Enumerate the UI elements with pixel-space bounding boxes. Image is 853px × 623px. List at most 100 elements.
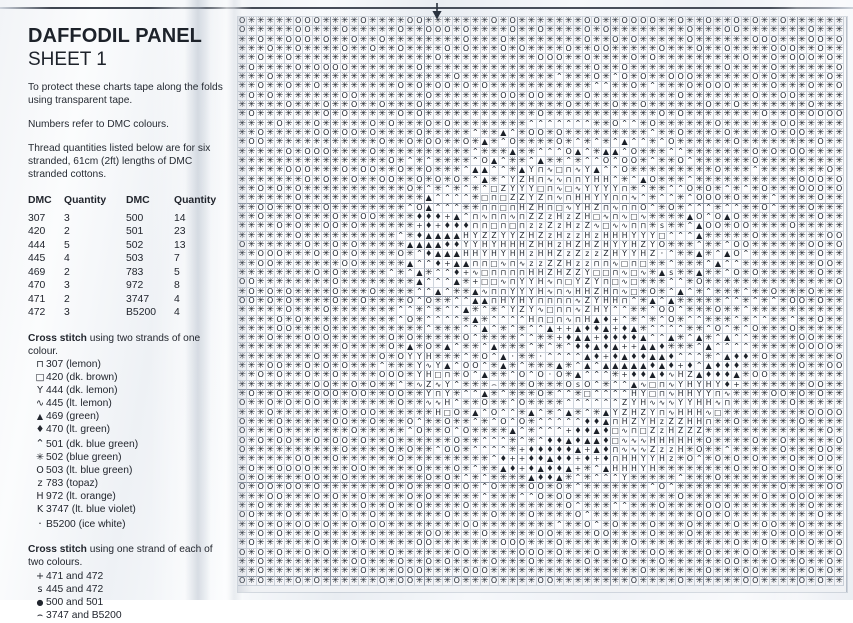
chart-cell: O xyxy=(359,464,369,475)
chart-cell: ✳ xyxy=(452,17,462,27)
chart-cell: ✳ xyxy=(751,203,761,213)
chart-cell: ✳ xyxy=(695,82,705,92)
chart-cell: ✳ xyxy=(825,315,835,325)
chart-cell: O xyxy=(443,511,453,521)
chart-cell: O xyxy=(256,474,266,484)
chart-cell: O xyxy=(443,418,453,428)
chart-cell: O xyxy=(312,390,322,400)
chart-cell: ✳ xyxy=(303,63,313,73)
chart-cell: ✳ xyxy=(480,128,490,139)
chart-cell: O xyxy=(536,128,546,139)
chart-cell: ✳ xyxy=(405,91,416,101)
chart-cell: ✳ xyxy=(685,259,696,269)
chart-cell: ✳ xyxy=(340,390,350,400)
chart-cell: ✳ xyxy=(331,26,341,36)
chart-cell: ⌃ xyxy=(508,408,518,419)
chart-cell: ✳ xyxy=(452,371,462,381)
chart-cell: ⌃ xyxy=(713,250,724,260)
chart-cell: ✳ xyxy=(489,390,500,400)
chart-cell: ✳ xyxy=(238,567,248,577)
chart-cell: ✳ xyxy=(685,17,696,27)
chart-cell: ✳ xyxy=(396,530,406,540)
chart-cell: ✳ xyxy=(387,250,397,260)
chart-cell: ✳ xyxy=(713,539,724,549)
chart-cell: O xyxy=(247,110,257,120)
chart-cell: ✳ xyxy=(256,296,266,307)
chart-cell: O xyxy=(368,408,378,419)
chart-cell: ✳ xyxy=(835,194,845,204)
chart-cell: O xyxy=(629,82,640,92)
chart-cell: O xyxy=(816,390,826,400)
chart-cell: ⌃ xyxy=(433,268,444,279)
chart-cell: · xyxy=(545,371,556,381)
chart-cell: ✳ xyxy=(779,380,789,391)
chart-cell: ✳ xyxy=(359,138,369,148)
chart-cell: O xyxy=(443,483,453,493)
chart-cell: ✳ xyxy=(415,436,425,447)
chart-cell: ⌃ xyxy=(452,194,462,204)
chart-cell: ∿ xyxy=(517,259,528,269)
chart-cell: ✳ xyxy=(769,380,780,391)
chart-cell: ⌃ xyxy=(443,306,453,316)
chart-cell: ✳ xyxy=(275,35,285,45)
chart-cell: ✳ xyxy=(657,166,668,176)
chart-cell: ✳ xyxy=(741,436,752,447)
chart-cell: ✳ xyxy=(303,203,313,213)
chart-cell: ✳ xyxy=(275,212,285,223)
chart-cell: O xyxy=(685,520,696,531)
chart-cell: ✳ xyxy=(256,44,266,55)
chart-cell: O xyxy=(835,548,845,559)
chart-cell: ✳ xyxy=(816,464,826,475)
chart-cell: ✳ xyxy=(760,17,770,27)
chart-cell: ⌃ xyxy=(685,352,696,363)
chart-cell: ✳ xyxy=(293,110,304,120)
chart-cell: ⊓ xyxy=(573,175,584,185)
chart-cell: O xyxy=(424,492,434,503)
chart-cell: O xyxy=(751,567,761,577)
chart-cell: O xyxy=(312,492,322,503)
chart-cell: O xyxy=(443,446,453,456)
chart-cell: ✳ xyxy=(648,44,658,55)
chart-cell: O xyxy=(807,474,817,484)
chart-cell: ✳ xyxy=(443,54,453,64)
chart-cell: O xyxy=(284,483,294,493)
table-cell: 4 xyxy=(174,307,180,319)
chart-cell: ✳ xyxy=(704,175,714,185)
chart-cell: ✳ xyxy=(247,530,257,540)
chart-cell: ▲ xyxy=(564,408,574,419)
chart-cell: O xyxy=(275,390,285,400)
chart-cell: ✳ xyxy=(695,530,705,540)
chart-cell: ▲ xyxy=(415,240,425,251)
chart-cell: ✳ xyxy=(303,352,313,363)
chart-cell: ✳ xyxy=(284,334,294,344)
chart-cell: ✳ xyxy=(797,324,808,335)
chart-cell: ▲ xyxy=(592,315,602,325)
chart-cell: ✳ xyxy=(424,548,434,559)
chart-cell: ✳ xyxy=(284,138,294,148)
chart-cell: O xyxy=(340,362,350,372)
chart-cell: Z xyxy=(527,240,537,251)
chart-cell: ⌃ xyxy=(611,502,621,512)
chart-cell: ⌃ xyxy=(583,399,593,409)
chart-cell: ✳ xyxy=(667,63,677,73)
chart-cell: ∿ xyxy=(620,278,630,288)
chart-cell: ✳ xyxy=(368,82,378,92)
chart-cell: ✳ xyxy=(331,474,341,484)
chart-cell: ⌃ xyxy=(480,436,490,447)
chart-cell: ✳ xyxy=(741,371,752,381)
chart-cell: ⌃ xyxy=(508,418,518,428)
chart-cell: O xyxy=(555,138,565,148)
chart-cell: ✳ xyxy=(723,483,733,493)
chart-cell: ✳ xyxy=(368,250,378,260)
chart-cell: ✳ xyxy=(685,539,696,549)
chart-cell: ✳ xyxy=(340,380,350,391)
chart-cell: ✳ xyxy=(256,17,266,27)
chart-cell: ▲ xyxy=(536,464,546,475)
chart-cell: Y xyxy=(517,287,528,297)
chart-cell: ✳ xyxy=(452,184,462,195)
chart-cell: ✳ xyxy=(835,306,845,316)
chart-cell: ✳ xyxy=(723,91,733,101)
chart-cell: ✳ xyxy=(471,343,481,353)
chart-cell: ∿ xyxy=(601,212,612,223)
chart-cell: ✳ xyxy=(629,567,640,577)
